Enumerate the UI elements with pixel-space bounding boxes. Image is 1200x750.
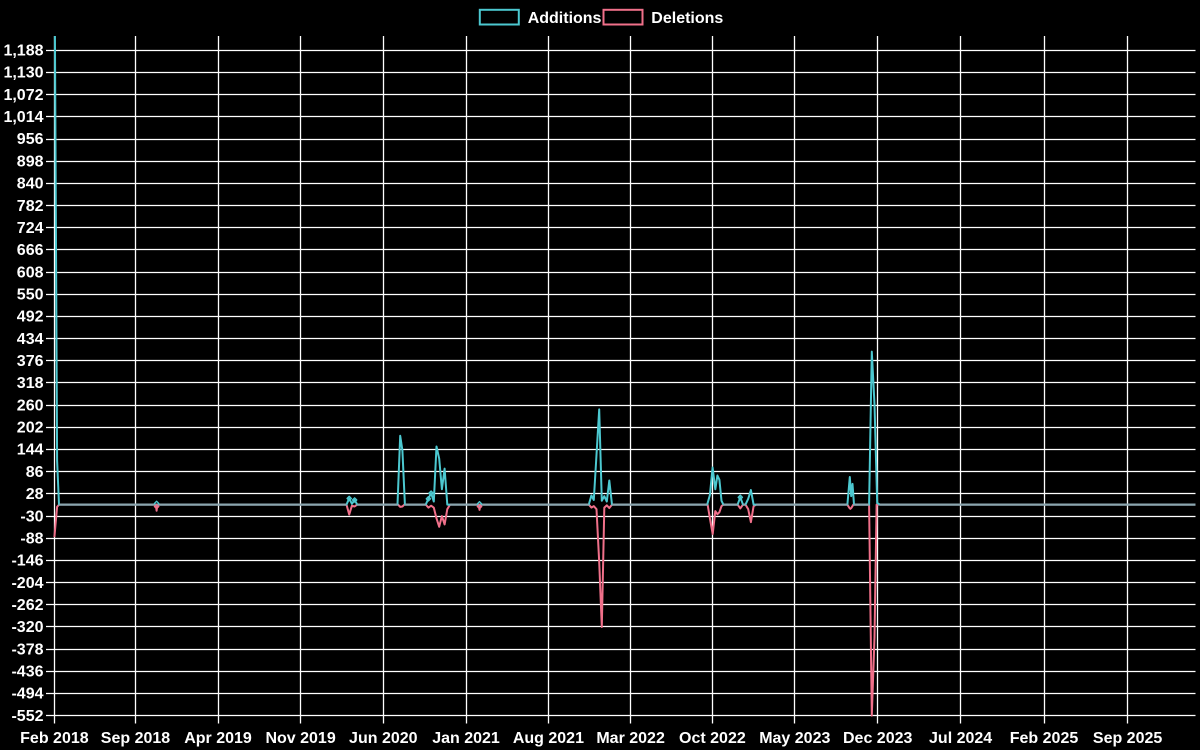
svg-text:434: 434 bbox=[17, 331, 44, 348]
svg-text:956: 956 bbox=[17, 131, 44, 148]
svg-text:1,014: 1,014 bbox=[3, 109, 43, 126]
svg-text:1,072: 1,072 bbox=[3, 87, 43, 104]
svg-text:202: 202 bbox=[17, 420, 44, 437]
svg-text:144: 144 bbox=[17, 442, 44, 459]
svg-text:Oct 2022: Oct 2022 bbox=[679, 730, 746, 747]
svg-text:Apr 2019: Apr 2019 bbox=[184, 730, 252, 747]
svg-text:-30: -30 bbox=[20, 508, 43, 525]
svg-text:-552: -552 bbox=[11, 708, 43, 725]
svg-text:Jan 2021: Jan 2021 bbox=[432, 730, 500, 747]
svg-text:666: 666 bbox=[17, 242, 44, 259]
svg-text:-378: -378 bbox=[11, 641, 43, 658]
svg-text:-320: -320 bbox=[11, 619, 43, 636]
svg-text:Mar 2022: Mar 2022 bbox=[596, 730, 665, 747]
svg-text:May 2023: May 2023 bbox=[759, 730, 830, 747]
svg-text:Deletions: Deletions bbox=[651, 10, 723, 27]
svg-text:492: 492 bbox=[17, 309, 44, 326]
svg-text:Feb 2018: Feb 2018 bbox=[20, 730, 89, 747]
svg-text:840: 840 bbox=[17, 176, 44, 193]
svg-text:Additions: Additions bbox=[528, 10, 602, 27]
svg-text:-436: -436 bbox=[11, 663, 43, 680]
svg-text:86: 86 bbox=[26, 464, 44, 481]
svg-text:-88: -88 bbox=[20, 530, 43, 547]
svg-text:724: 724 bbox=[17, 220, 44, 237]
svg-text:Sep 2018: Sep 2018 bbox=[101, 730, 170, 747]
svg-text:28: 28 bbox=[26, 486, 44, 503]
svg-text:-494: -494 bbox=[11, 686, 43, 703]
svg-text:Aug 2021: Aug 2021 bbox=[513, 730, 584, 747]
svg-text:Feb 2025: Feb 2025 bbox=[1010, 730, 1079, 747]
svg-text:376: 376 bbox=[17, 353, 44, 370]
svg-text:Dec 2023: Dec 2023 bbox=[843, 730, 912, 747]
svg-text:-262: -262 bbox=[11, 597, 43, 614]
svg-text:550: 550 bbox=[17, 286, 44, 303]
svg-text:1,130: 1,130 bbox=[3, 65, 43, 82]
svg-text:1,188: 1,188 bbox=[3, 43, 43, 60]
svg-text:898: 898 bbox=[17, 153, 44, 170]
svg-text:Jun 2020: Jun 2020 bbox=[349, 730, 418, 747]
svg-text:-146: -146 bbox=[11, 553, 43, 570]
svg-text:782: 782 bbox=[17, 198, 44, 215]
svg-text:260: 260 bbox=[17, 397, 44, 414]
svg-text:Jul 2024: Jul 2024 bbox=[929, 730, 992, 747]
svg-text:608: 608 bbox=[17, 264, 44, 281]
svg-text:Nov 2019: Nov 2019 bbox=[265, 730, 335, 747]
svg-text:-204: -204 bbox=[11, 575, 43, 592]
svg-text:Sep 2025: Sep 2025 bbox=[1093, 730, 1162, 747]
svg-text:318: 318 bbox=[17, 375, 44, 392]
